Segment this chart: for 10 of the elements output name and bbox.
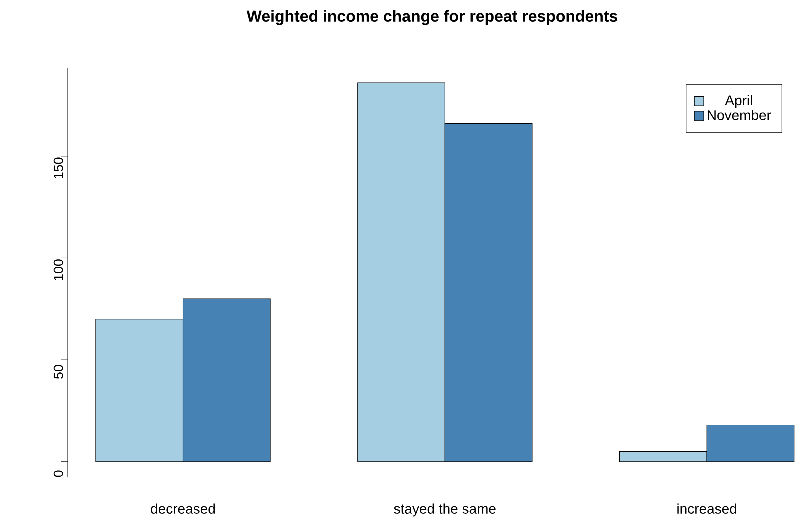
legend-label: November (708, 110, 772, 120)
y-tick-label: 100 (54, 260, 64, 280)
chart-title: Weighted income change for repeat respondents (246, 10, 618, 26)
x-tick-label: increased (678, 504, 737, 514)
y-tick-label: 0 (54, 470, 64, 478)
y-tick-label: 50 (54, 365, 64, 379)
legend-label: April (725, 95, 752, 108)
y-tick-label: 150 (54, 158, 64, 178)
x-tick-label: decreased (151, 504, 216, 514)
x-tick-label: stayed the same (394, 504, 496, 517)
